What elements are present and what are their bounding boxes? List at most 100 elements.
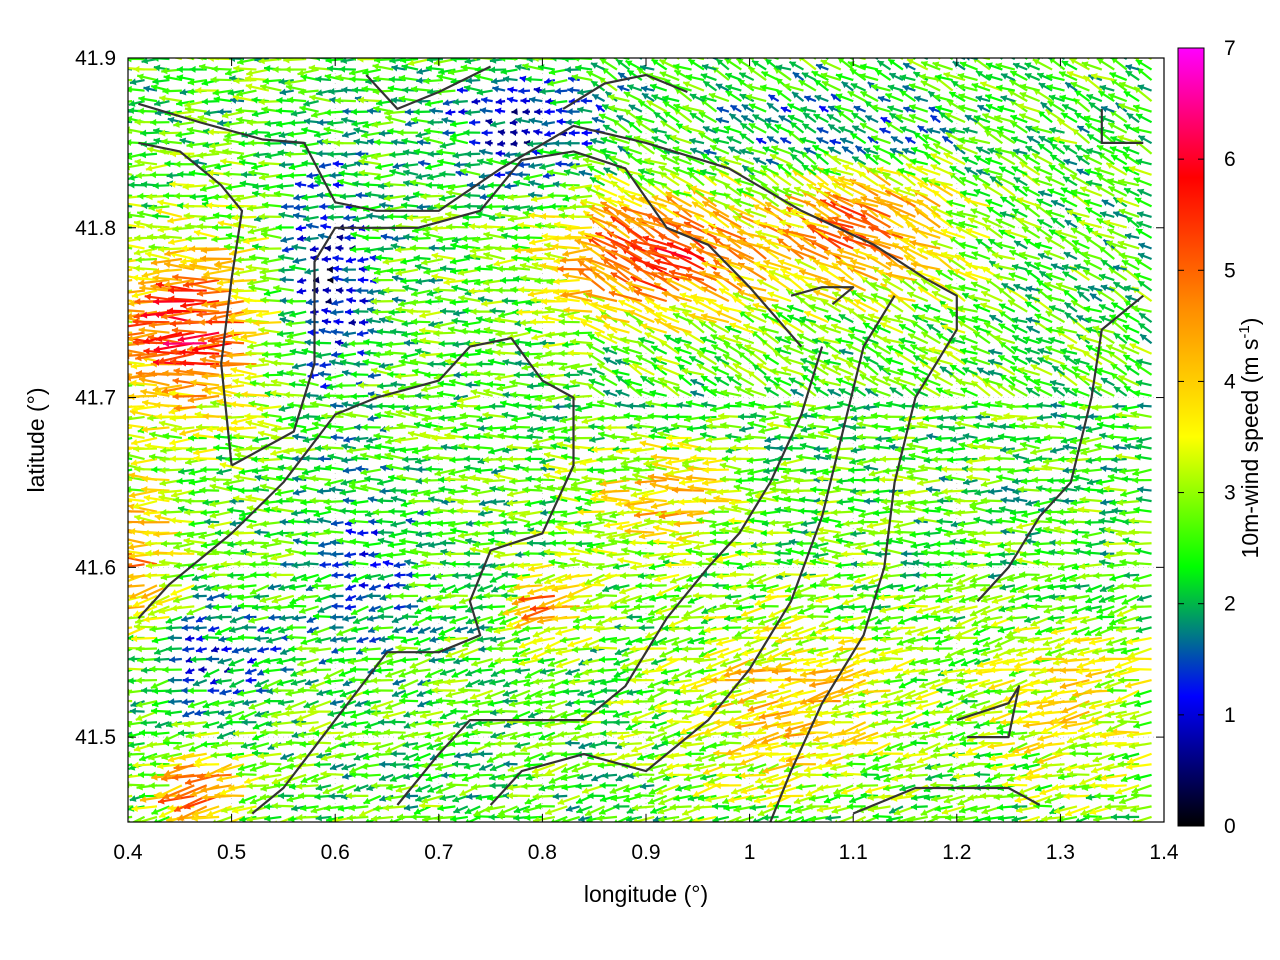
wind-vector bbox=[745, 794, 767, 802]
wind-vector bbox=[656, 784, 680, 795]
wind-vector bbox=[1104, 803, 1127, 811]
wind-vector bbox=[902, 752, 928, 760]
wind-vector bbox=[193, 761, 220, 769]
wind-vector bbox=[156, 784, 183, 798]
wind-vector bbox=[161, 752, 183, 761]
wind-vector bbox=[718, 761, 742, 769]
wind-vector bbox=[1001, 752, 1028, 760]
wind-vector bbox=[783, 763, 804, 773]
wind-vector bbox=[952, 751, 978, 759]
wind-vector bbox=[372, 742, 394, 751]
wind-vector bbox=[1011, 803, 1028, 811]
wind-vector bbox=[1120, 773, 1140, 783]
wind-vector bbox=[765, 751, 792, 759]
wind-vector bbox=[970, 805, 991, 813]
wind-vector bbox=[552, 792, 568, 800]
wind-vector bbox=[670, 815, 692, 822]
wind-vector bbox=[973, 770, 990, 778]
wind-vector bbox=[1093, 815, 1115, 822]
wind-vector bbox=[683, 784, 705, 792]
wind-vector bbox=[815, 752, 841, 761]
wind-vector bbox=[762, 763, 792, 774]
wind-vector bbox=[1022, 763, 1040, 771]
wind-vector bbox=[1090, 763, 1115, 774]
wind-vector bbox=[478, 763, 494, 771]
wind-vector bbox=[237, 763, 257, 772]
wind-vector bbox=[531, 771, 555, 779]
wind-vector bbox=[711, 802, 729, 810]
wind-vector bbox=[395, 784, 419, 794]
wind-vector bbox=[699, 773, 717, 781]
wind-vector bbox=[153, 815, 170, 822]
wind-vector bbox=[1036, 752, 1065, 765]
wind-vector bbox=[1082, 750, 1102, 758]
wind-vector bbox=[128, 731, 133, 735]
wind-vector bbox=[739, 772, 767, 780]
wind-vector bbox=[210, 751, 232, 759]
wind-vector bbox=[384, 742, 407, 754]
wind-vector bbox=[478, 750, 493, 758]
wind-vector bbox=[524, 814, 543, 822]
wind-vector bbox=[464, 805, 481, 815]
wind-vector bbox=[1107, 794, 1127, 802]
wind-vector bbox=[402, 752, 419, 761]
wind-vector bbox=[271, 728, 294, 736]
wind-vector bbox=[1114, 741, 1140, 749]
wind-vector bbox=[371, 782, 394, 790]
wind-vector bbox=[629, 761, 655, 769]
wind-vector bbox=[353, 784, 369, 792]
wind-vector bbox=[1014, 773, 1040, 782]
wind-vector bbox=[514, 742, 531, 749]
wind-vector bbox=[815, 763, 841, 771]
wind-vector bbox=[128, 750, 145, 758]
wind-vector bbox=[486, 794, 506, 802]
wind-vector bbox=[128, 741, 145, 749]
wind-vector bbox=[361, 772, 381, 780]
wind-vector bbox=[547, 784, 568, 791]
wind-vector bbox=[752, 742, 779, 751]
wind-vector bbox=[648, 784, 668, 795]
wind-vector bbox=[893, 763, 916, 771]
wind-vector bbox=[639, 782, 655, 790]
wind-vector bbox=[419, 802, 443, 810]
wind-vector bbox=[967, 760, 990, 768]
wind-vector bbox=[466, 793, 481, 801]
wind-vector bbox=[691, 815, 717, 822]
wind-vector bbox=[631, 804, 655, 812]
wind-vector bbox=[1041, 772, 1065, 780]
wind-vector bbox=[461, 739, 481, 747]
wind-vector bbox=[658, 815, 680, 822]
wind-vector bbox=[778, 773, 804, 786]
wind-vector bbox=[1010, 763, 1028, 771]
wind-vector bbox=[1034, 784, 1053, 792]
wind-vector bbox=[930, 781, 953, 789]
wind-vector bbox=[896, 742, 916, 752]
wind-vector bbox=[631, 742, 655, 753]
wind-vector bbox=[408, 731, 431, 739]
wind-vector bbox=[173, 794, 208, 813]
wind-vector bbox=[497, 805, 518, 816]
wind-vector bbox=[348, 739, 369, 747]
wind-vector bbox=[683, 773, 705, 782]
wind-vector bbox=[231, 752, 257, 761]
wind-vector bbox=[610, 794, 630, 802]
wind-vector bbox=[1015, 805, 1040, 814]
wind-vector bbox=[764, 784, 792, 795]
wind-vector bbox=[390, 750, 406, 758]
wind-vector bbox=[296, 814, 319, 821]
wind-vector bbox=[1128, 742, 1152, 750]
wind-vector bbox=[1108, 752, 1128, 761]
wind-vector bbox=[329, 763, 344, 771]
wind-vector bbox=[733, 805, 754, 813]
wind-vector bbox=[1101, 739, 1127, 747]
wind-vector bbox=[1130, 805, 1152, 813]
wind-vector bbox=[984, 751, 1003, 759]
wind-vector bbox=[173, 742, 195, 751]
wind-vector bbox=[131, 804, 158, 812]
wind-vector bbox=[490, 731, 506, 739]
wind-vector bbox=[300, 804, 319, 812]
wind-vector bbox=[867, 805, 891, 813]
wind-vector bbox=[956, 815, 978, 822]
wind-vector bbox=[151, 805, 170, 815]
wind-vector bbox=[693, 763, 717, 772]
